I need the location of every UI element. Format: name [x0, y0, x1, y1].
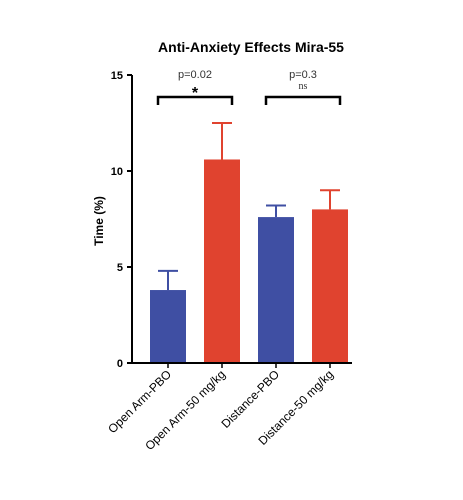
chart-title: Anti-Anxiety Effects Mira-55	[158, 39, 344, 55]
y-tick-label-0: 0	[117, 358, 123, 370]
significance-marker-1: *	[192, 85, 199, 102]
significance-bracket-1	[156, 95, 234, 105]
significance-marker-2: ns	[299, 81, 308, 92]
bar-3	[258, 217, 294, 363]
significance-bracket-2	[264, 95, 342, 105]
y-tick-label-10: 10	[111, 166, 123, 178]
y-tick-label-5: 5	[117, 262, 123, 274]
bar-1	[150, 290, 186, 363]
bar-2	[204, 159, 240, 363]
bar-4	[312, 209, 348, 363]
y-axis-label: Time (%)	[92, 196, 106, 246]
p-value-label-2: p=0.3	[289, 69, 317, 81]
p-value-label-1: p=0.02	[178, 69, 212, 81]
y-tick-label-15: 15	[111, 70, 123, 82]
